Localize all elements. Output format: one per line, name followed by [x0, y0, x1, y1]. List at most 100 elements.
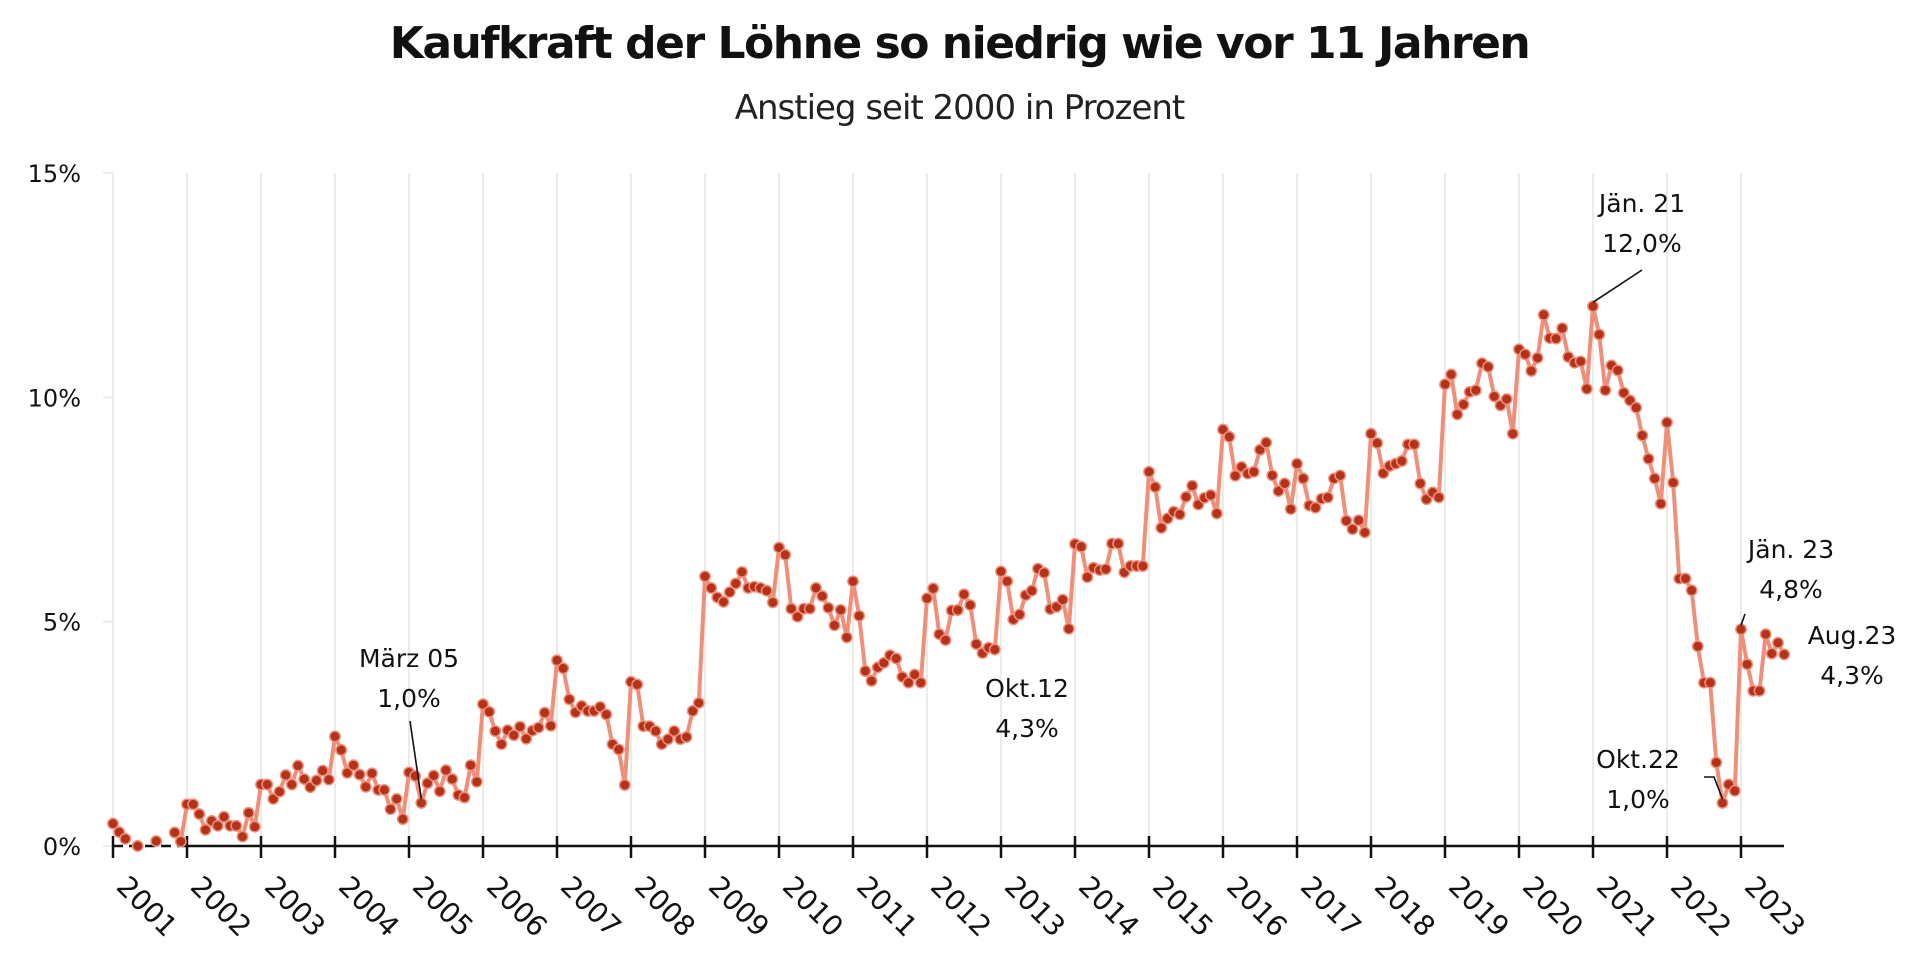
- x-tick-label: 2020: [1516, 870, 1590, 944]
- data-point: [551, 654, 563, 667]
- y-tick-label: 10%: [28, 384, 81, 412]
- data-point: [853, 609, 866, 622]
- data-point: [261, 778, 274, 791]
- data-point: [692, 696, 705, 709]
- data-point: [193, 808, 206, 821]
- data-point: [1038, 566, 1051, 579]
- data-point: [822, 601, 835, 614]
- data-point: [1001, 575, 1014, 588]
- data-point: [1334, 469, 1347, 482]
- data-point: [729, 577, 742, 590]
- data-point: [1309, 501, 1322, 514]
- data-point: [470, 775, 483, 788]
- data-point: [1506, 427, 1519, 440]
- x-tick-label: 2012: [924, 870, 998, 944]
- data-point: [483, 705, 496, 718]
- data-point: [458, 791, 471, 804]
- data-point: [1753, 684, 1766, 697]
- data-point: [1661, 416, 1673, 429]
- x-tick-label: 2001: [110, 870, 184, 944]
- data-point: [1525, 364, 1538, 377]
- chart-subtitle: Anstieg seit 2000 in Prozent: [734, 88, 1186, 128]
- data-point: [921, 592, 933, 605]
- annotation-label: Jän. 21: [1597, 189, 1685, 218]
- data-point: [1482, 360, 1495, 373]
- annotation-leader-line: [1740, 613, 1746, 626]
- data-point: [1432, 491, 1445, 504]
- data-point: [1173, 508, 1186, 521]
- x-tick-label: 2017: [1294, 870, 1368, 944]
- x-tick-label: 2006: [480, 870, 554, 944]
- data-point: [557, 662, 570, 675]
- data-point: [1143, 465, 1155, 478]
- data-point: [662, 733, 674, 746]
- data-point: [649, 725, 662, 738]
- data-point: [310, 774, 323, 787]
- data-point: [218, 810, 230, 823]
- y-tick-label: 5%: [43, 609, 81, 637]
- data-point: [1439, 378, 1451, 391]
- data-point: [415, 796, 428, 809]
- data-point: [292, 759, 304, 772]
- data-point: [1716, 796, 1729, 809]
- data-point: [1266, 469, 1279, 482]
- data-point: [1679, 572, 1692, 585]
- data-point: [544, 719, 557, 732]
- x-tick-label: 2008: [628, 870, 702, 944]
- data-point: [951, 604, 964, 616]
- data-point: [329, 730, 341, 743]
- data-point: [1636, 429, 1649, 442]
- data-point: [248, 820, 261, 833]
- data-point: [230, 819, 243, 832]
- data-point: [1593, 328, 1606, 341]
- data-point: [1648, 472, 1661, 485]
- x-tick-label: 2013: [998, 870, 1072, 944]
- data-point: [347, 759, 360, 772]
- data-point: [1587, 300, 1599, 313]
- data-point: [1457, 398, 1470, 411]
- data-point: [760, 584, 773, 597]
- data-point: [1445, 368, 1458, 381]
- x-tick-label: 2009: [702, 870, 776, 944]
- annotations: März 05 1,0% Okt.12 4,3% Jän. 21 12,0% Okt.22 1…: [359, 189, 1896, 814]
- data-point: [1451, 408, 1464, 421]
- x-tick-label: 2015: [1146, 870, 1220, 944]
- data-point: [1229, 469, 1242, 482]
- annotation-label: März 05: [359, 644, 459, 673]
- data-point: [964, 599, 977, 612]
- data-point: [514, 720, 526, 733]
- data-point: [1574, 355, 1587, 368]
- data-point: [1346, 523, 1359, 536]
- x-tick-label: 2022: [1664, 870, 1738, 944]
- data-point: [877, 656, 890, 669]
- x-axis: 2001 2002 2003 2004 2005 2006 2007 2008 2009 2010…: [110, 836, 1812, 943]
- data-point: [1210, 507, 1223, 520]
- data-point: [298, 773, 311, 786]
- data-point: [927, 582, 940, 595]
- data-point: [859, 665, 872, 677]
- annotation-value: 1,0%: [377, 684, 441, 713]
- data-point: [1149, 481, 1162, 494]
- data-point: [1291, 457, 1303, 470]
- annotation-leader-line: [409, 720, 423, 800]
- data-point: [594, 700, 607, 713]
- y-tick-label: 0%: [43, 833, 81, 861]
- data-point: [1278, 477, 1291, 490]
- data-point: [1062, 622, 1075, 635]
- data-point: [1081, 571, 1094, 584]
- data-point: [1500, 393, 1513, 406]
- data-point: [322, 773, 335, 786]
- data-point: [1741, 658, 1754, 671]
- data-point: [174, 835, 187, 848]
- data-point: [958, 588, 970, 601]
- x-tick-label: 2016: [1220, 870, 1294, 944]
- annotation-label: Jän. 23: [1746, 535, 1834, 564]
- data-point: [1537, 308, 1550, 321]
- data-point: [1180, 490, 1192, 503]
- annotation-label: Okt.22: [1596, 745, 1680, 774]
- data-point: [995, 565, 1007, 578]
- data-point: [686, 705, 699, 717]
- x-tick-label: 2003: [258, 870, 332, 944]
- data-point: [1654, 497, 1667, 510]
- data-point: [1260, 436, 1273, 449]
